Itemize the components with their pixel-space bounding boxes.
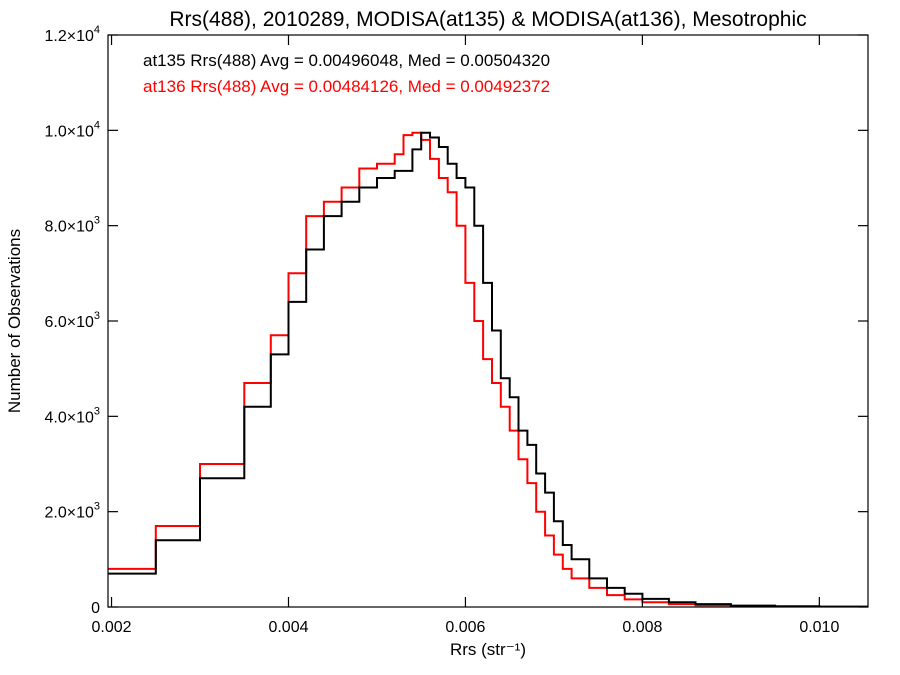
x-axis: 0.002 0.004 0.006 0.008 0.010 bbox=[92, 35, 839, 636]
y-tick-label: 0 bbox=[91, 600, 100, 617]
y-tick-label: 1.0×104 bbox=[44, 119, 100, 140]
annotation-line-2: at136 Rrs(488) Avg = 0.00484126, Med = 0… bbox=[143, 77, 550, 96]
y-tick-label: 6.0×103 bbox=[44, 310, 100, 331]
y-tick-label: 4.0×103 bbox=[44, 405, 100, 426]
x-tick-label: 0.004 bbox=[268, 619, 308, 636]
annotation-line-1: at135 Rrs(488) Avg = 0.00496048, Med = 0… bbox=[143, 51, 550, 70]
y-axis: 0 2.0×103 4.0×103 6.0×103 8.0×103 1.0×104 1.2×… bbox=[44, 24, 868, 617]
histogram-series-at136 bbox=[108, 131, 868, 607]
y-tick-label: 8.0×103 bbox=[44, 215, 100, 236]
x-tick-label: 0.002 bbox=[92, 619, 132, 636]
plot-frame bbox=[107, 34, 869, 608]
x-tick-label: 0.006 bbox=[445, 619, 485, 636]
y-tick-label: 1.2×104 bbox=[44, 24, 100, 45]
x-tick-label: 0.010 bbox=[799, 619, 839, 636]
x-axis-label: Rrs (str⁻¹) bbox=[450, 640, 526, 659]
histogram-series-at135 bbox=[108, 131, 868, 607]
y-tick-label: 2.0×103 bbox=[44, 501, 100, 522]
x-tick-label: 0.008 bbox=[622, 619, 662, 636]
y-axis-label: Number of Observations bbox=[5, 229, 24, 413]
chart-title: Rrs(488), 2010289, MODISA(at135) & MODIS… bbox=[169, 8, 806, 31]
legend-annotations: at135 Rrs(488) Avg = 0.00496048, Med = 0… bbox=[143, 51, 550, 96]
